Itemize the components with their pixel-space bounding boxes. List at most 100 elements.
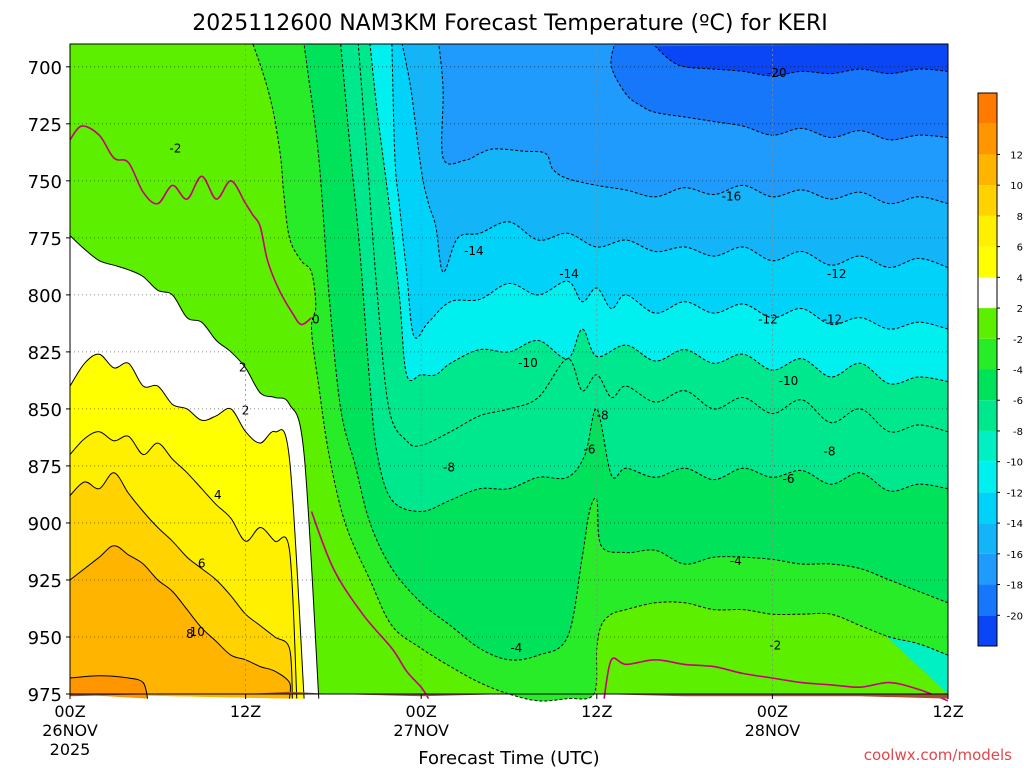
colorbar-label: 8	[1017, 212, 1023, 223]
colorbar-swatch	[978, 308, 997, 339]
contour-label: 8	[186, 627, 194, 641]
contour-label: 10	[190, 625, 205, 639]
x-axis-title: Forecast Time (UTC)	[418, 748, 599, 768]
contour-line	[69, 235, 320, 699]
colorbar-label: -2	[1013, 335, 1023, 346]
colorbar-label: -6	[1013, 396, 1023, 407]
colorbar-label: -20	[1007, 611, 1023, 622]
terrain-ground	[70, 691, 948, 699]
plot-frame	[69, 43, 949, 695]
y-tick-label: 850	[28, 400, 62, 421]
y-tick-label: 800	[28, 286, 62, 307]
contour-line	[603, 657, 949, 702]
colorbar-label: 10	[1010, 181, 1023, 192]
colorbar-swatch	[978, 369, 997, 401]
contour-line	[69, 675, 149, 699]
contour-label: -12	[758, 312, 778, 326]
x-tick-label: 00Z	[757, 702, 788, 721]
y-axis: 700 725 750 775 800 825 850 875 900 925 950 975	[28, 58, 70, 706]
colorbar-swatch	[978, 215, 997, 247]
y-tick-label: 725	[28, 115, 62, 136]
colorbar-swatch	[978, 430, 997, 462]
contour-line	[69, 125, 312, 326]
contour-line	[69, 472, 293, 699]
colorbar-label: -10	[1007, 458, 1023, 469]
x-tick-date: 26NOV	[42, 721, 98, 740]
contour-label: -10	[518, 356, 538, 370]
contour-line	[303, 43, 949, 661]
x-tick-date: 28NOV	[745, 721, 801, 740]
contour-label: -4	[730, 554, 742, 568]
contour-line	[610, 43, 949, 141]
contour-line	[310, 511, 430, 700]
source-credit[interactable]: coolwx.com/models	[864, 746, 1012, 764]
contour-line	[401, 43, 949, 273]
colorbar-label: 12	[1010, 150, 1023, 161]
contour-label: -10	[779, 374, 799, 388]
contour-label: -8	[597, 408, 609, 422]
fill-level-11	[70, 545, 291, 699]
contour-label: -8	[823, 445, 835, 459]
colorbar-label: 6	[1017, 243, 1023, 254]
colorbar-swatch	[978, 185, 997, 216]
colorbar-swatch	[978, 461, 997, 493]
y-tick-label: 750	[28, 172, 62, 193]
contour-label: -14	[559, 267, 579, 281]
x-tick-year: 2025	[50, 740, 91, 759]
colorbar-label: -12	[1007, 488, 1023, 499]
contour-label: 6	[198, 557, 206, 571]
chart-title: 2025112600 NAM3KM Forecast Temperature (…	[192, 11, 828, 36]
colorbar-swatch	[978, 338, 997, 370]
colorbar-swatch	[978, 93, 997, 124]
contour-label: 2	[239, 360, 247, 374]
contour-line	[69, 431, 298, 699]
colorbar-swatch	[978, 400, 997, 431]
y-tick-label: 950	[28, 628, 62, 649]
colorbar-swatch	[978, 123, 997, 155]
y-tick-label: 875	[28, 457, 62, 478]
colorbar-label: -18	[1007, 581, 1023, 592]
y-tick-label: 775	[28, 229, 62, 250]
x-tick-label: 12Z	[581, 702, 612, 721]
contour-label: -6	[583, 442, 595, 456]
contour-label: -8	[443, 461, 455, 475]
y-tick-label: 700	[28, 58, 62, 79]
x-tick-label: 12Z	[932, 702, 963, 721]
y-tick-label: 900	[28, 514, 62, 535]
colorbar-swatch	[978, 523, 997, 554]
x-tick-label: 00Z	[54, 702, 85, 721]
contour-label: 4	[214, 488, 222, 502]
plot-area: -20-16-14-14-12-12-12-10-10-8-8-8-6-6-4-…	[69, 43, 949, 702]
x-tick-date: 27NOV	[393, 721, 449, 740]
contour-line	[391, 43, 949, 339]
contour-label: -12	[823, 312, 843, 326]
fill-level--21	[655, 44, 948, 76]
colorbar-swatch	[978, 154, 997, 186]
colorbar-label: 2	[1017, 304, 1023, 315]
colorbar-swatch	[978, 553, 997, 585]
contour-line	[69, 545, 292, 699]
colorbar-label: 4	[1017, 273, 1023, 284]
colorbar-label: -8	[1013, 427, 1023, 438]
contour-label: -2	[769, 639, 781, 653]
y-tick-label: 825	[28, 343, 62, 364]
contour-label: -12	[827, 267, 847, 281]
contour-label: -16	[722, 189, 742, 203]
contour-line	[438, 43, 949, 205]
colorbar-swatch	[978, 246, 997, 278]
contour-label: -2	[169, 141, 181, 155]
colorbar-swatch	[978, 277, 997, 309]
x-tick-label: 00Z	[406, 702, 437, 721]
colorbar-label: -4	[1013, 366, 1023, 377]
colorbar-swatch	[978, 615, 997, 646]
y-tick-label: 975	[28, 685, 62, 706]
x-tick-label: 12Z	[230, 702, 261, 721]
contour-line	[369, 43, 949, 385]
colorbar-label: -14	[1007, 519, 1023, 530]
contour-label: -20	[767, 66, 787, 80]
contour-label: -6	[783, 472, 795, 486]
colorbar-swatch	[978, 584, 997, 616]
colorbar-label: -16	[1007, 550, 1023, 561]
